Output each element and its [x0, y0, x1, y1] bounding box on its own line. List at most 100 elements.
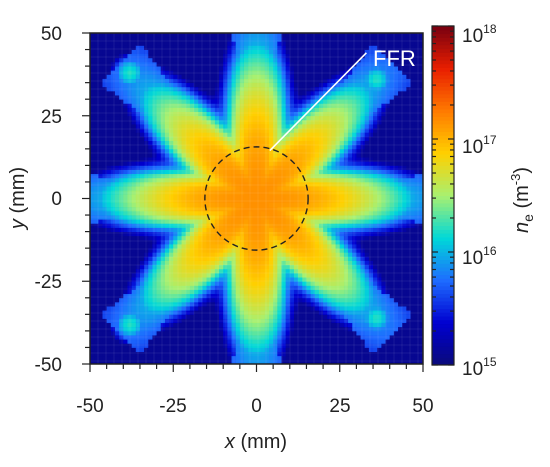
heatmap-cell [123, 347, 128, 352]
heatmap-cell [289, 326, 295, 332]
heatmap-cell [306, 144, 312, 150]
heatmap-cell [114, 206, 120, 212]
heatmap-cell [139, 339, 145, 344]
heatmap-cell [256, 210, 262, 216]
heatmap-cell [110, 210, 116, 216]
heatmap-cell [202, 248, 207, 253]
heatmap-cell [198, 190, 203, 195]
heatmap-cell [223, 326, 228, 332]
heatmap-cell [206, 256, 212, 261]
heatmap-cell [169, 223, 174, 228]
heatmap-cell [144, 165, 149, 170]
heatmap-cell [148, 49, 153, 55]
heatmap-cell [152, 128, 157, 133]
heatmap-cell [189, 347, 195, 352]
heatmap-cell [202, 90, 207, 96]
heatmap-cell [139, 310, 145, 315]
heatmap-cell [144, 128, 149, 133]
heatmap-cell [106, 215, 112, 220]
heatmap-cell [235, 173, 241, 179]
heatmap-cell [323, 359, 328, 364]
heatmap-cell [331, 161, 336, 166]
heatmap-cell [131, 252, 137, 257]
heatmap-cell [106, 330, 112, 336]
heatmap-cell [285, 181, 291, 187]
heatmap-cell [119, 210, 124, 216]
heatmap-cell [98, 190, 103, 195]
heatmap-cell [119, 256, 124, 261]
heatmap-cell [131, 148, 137, 154]
heatmap-cell [293, 206, 299, 212]
heatmap-cell [160, 339, 166, 344]
heatmap-cell [302, 157, 307, 162]
heatmap-cell [285, 111, 291, 117]
heatmap-cell [94, 140, 99, 146]
heatmap-cell [177, 82, 182, 88]
heatmap-cell [173, 165, 178, 170]
heatmap-cell [244, 82, 249, 88]
heatmap-cell [256, 107, 262, 113]
heatmap-cell [343, 210, 349, 216]
heatmap-cell [102, 355, 108, 361]
heatmap-cell [148, 41, 153, 46]
heatmap-cell [144, 70, 149, 75]
heatmap-cell [114, 343, 120, 348]
heatmap-cell [302, 227, 307, 232]
heatmap-cell [185, 244, 191, 249]
heatmap-cell [160, 219, 166, 224]
heatmap-cell [235, 272, 241, 278]
heatmap-cell [169, 210, 174, 216]
heatmap-cell [285, 124, 291, 129]
heatmap-cell [239, 74, 245, 79]
heatmap-cell [273, 351, 278, 357]
heatmap-cell [123, 45, 128, 50]
heatmap-cell [343, 111, 349, 117]
heatmap-cell [156, 169, 162, 175]
heatmap-cell [94, 314, 99, 319]
heatmap-cell [90, 78, 95, 84]
heatmap-cell [90, 252, 95, 257]
heatmap-cell [198, 330, 203, 336]
heatmap-cell [135, 223, 141, 228]
heatmap-cell [219, 86, 224, 92]
heatmap-cell [252, 66, 257, 71]
heatmap-cell [318, 169, 324, 175]
heatmap-cell [131, 231, 137, 237]
heatmap-cell [306, 37, 312, 42]
heatmap-cell [314, 206, 320, 212]
heatmap-cell [202, 289, 207, 295]
heatmap-cell [260, 235, 266, 241]
heatmap-cell [343, 301, 349, 307]
heatmap-cell [206, 99, 212, 104]
heatmap-cell [335, 277, 341, 282]
heatmap-cell [244, 140, 249, 146]
heatmap-cell [152, 252, 157, 257]
heatmap-cell [131, 128, 137, 133]
heatmap-cell [223, 314, 228, 319]
heatmap-cell [210, 165, 216, 170]
heatmap-cell [339, 181, 345, 187]
heatmap-cell [139, 152, 145, 158]
heatmap-cell [289, 140, 295, 146]
heatmap-cell [339, 173, 345, 179]
heatmap-cell [318, 293, 324, 299]
heatmap-cell [123, 161, 128, 166]
heatmap-cell [169, 231, 174, 237]
heatmap-cell [98, 301, 103, 307]
heatmap-cell [177, 157, 182, 162]
heatmap-cell [90, 57, 95, 63]
heatmap-cell [148, 272, 153, 278]
heatmap-cell [277, 37, 282, 42]
heatmap-cell [181, 41, 187, 46]
heatmap-cell [160, 272, 166, 278]
heatmap-cell [114, 289, 120, 295]
heatmap-cells [90, 33, 423, 364]
heatmap-cell [252, 252, 257, 257]
heatmap-cell [227, 248, 232, 253]
heatmap-cell [123, 33, 128, 38]
heatmap-cell [90, 45, 95, 50]
heatmap-cell [114, 169, 120, 175]
heatmap-cell [343, 90, 349, 96]
heatmap-cell [131, 70, 137, 75]
heatmap-cell [98, 264, 103, 270]
